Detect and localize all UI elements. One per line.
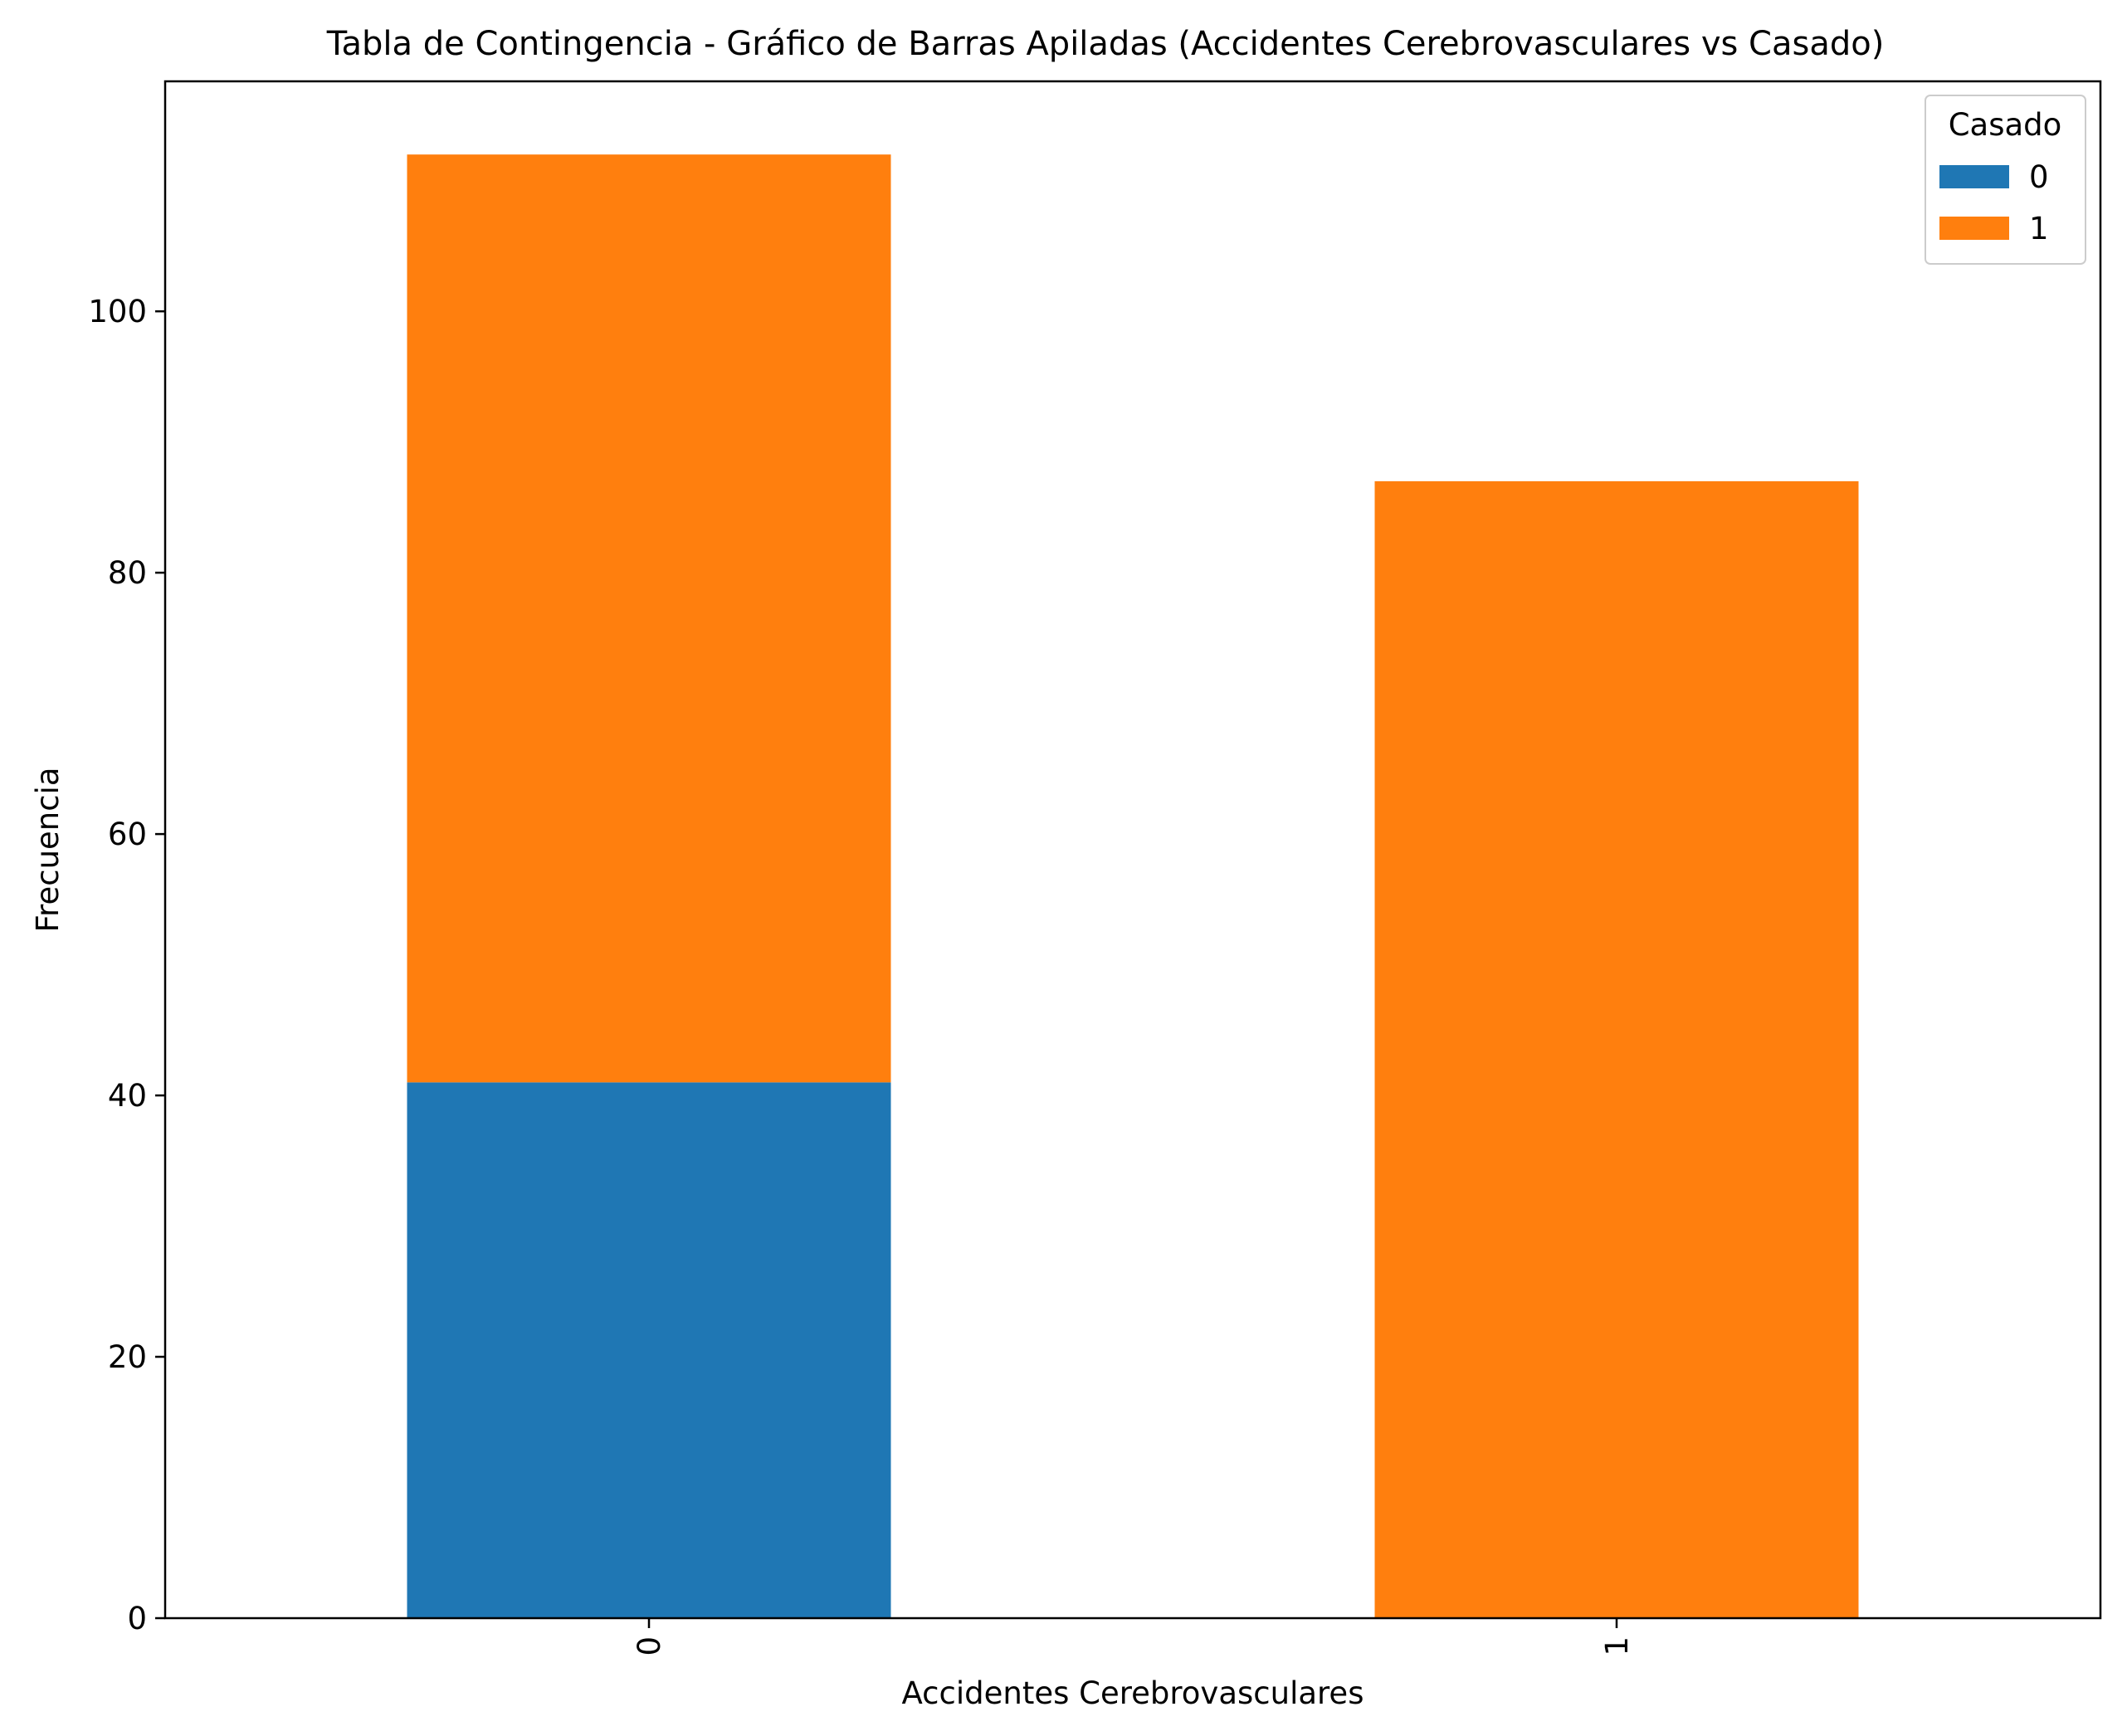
y-axis: 0 20 40 60 80 100 xyxy=(88,294,165,1636)
bars-layer xyxy=(407,154,1859,1618)
legend-items: 01 xyxy=(1939,159,2049,246)
y-tick-label: 60 xyxy=(108,817,147,852)
x-tick-label: 1 xyxy=(1599,1636,1635,1656)
y-tick-label: 80 xyxy=(108,555,147,591)
legend-swatch-1 xyxy=(1939,217,2009,240)
y-axis-label: Frecuencia xyxy=(30,767,66,932)
legend-swatch-0 xyxy=(1939,165,2009,188)
y-tick-label: 0 xyxy=(127,1601,147,1636)
plot-frame xyxy=(163,80,2102,1620)
chart-title: Tabla de Contingencia - Gráfico de Barra… xyxy=(326,25,1885,63)
y-tick-label: 40 xyxy=(108,1078,147,1114)
x-tick-label: 0 xyxy=(632,1636,667,1656)
legend-title: Casado xyxy=(1949,107,2062,143)
bar-segment-cat-1-series-1 xyxy=(1374,480,1859,1618)
bar-segment-cat-0-series-1 xyxy=(407,154,891,1083)
x-axis-label: Accidentes Cerebrovasculares xyxy=(902,1675,1364,1711)
legend-label-1: 1 xyxy=(2029,211,2049,246)
bar-segment-cat-0-series-0 xyxy=(407,1082,891,1618)
y-tick-label: 100 xyxy=(88,294,147,329)
legend-label-0: 0 xyxy=(2029,159,2049,195)
y-tick-label: 20 xyxy=(108,1339,147,1375)
legend: Casado 01 xyxy=(1925,95,2086,265)
